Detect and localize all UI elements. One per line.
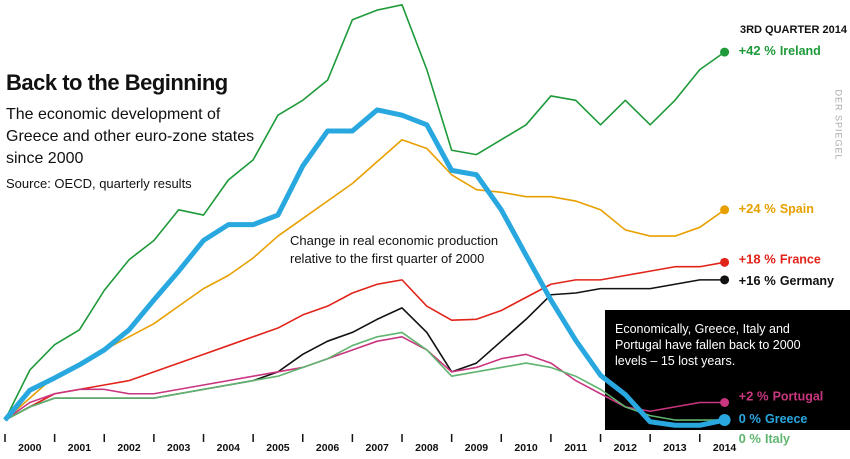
series-line: [4, 261, 725, 421]
series-label: +2 % Portugal: [739, 389, 824, 404]
x-tick-label: 2013: [663, 442, 687, 454]
legend-entry: Portugal: [773, 390, 824, 404]
end-value-label: +18 %: [739, 252, 777, 267]
end-point: [720, 257, 730, 267]
legend-entry: Ireland: [780, 44, 821, 58]
source: Source: OECD, quarterly results: [6, 176, 192, 191]
end-point: [720, 205, 730, 215]
end-point: [720, 275, 730, 285]
legend-entry: Germany: [780, 274, 834, 288]
x-tick-label: 2001: [68, 442, 92, 454]
x-tick-label: 2014: [713, 442, 737, 454]
end-value-label: +42 %: [739, 44, 777, 59]
end-value-label: +16 %: [739, 273, 777, 288]
x-tick-label: 2000: [18, 442, 42, 454]
annotation-box: [284, 228, 506, 272]
date-label: 3RD QUARTER 2014: [740, 24, 848, 36]
x-tick-label: 2004: [217, 442, 241, 454]
series-line: [3, 107, 726, 428]
x-tick-label: 2012: [614, 442, 638, 454]
x-tick-label: 2006: [316, 442, 340, 454]
annotation: Change in real economic production relati…: [290, 233, 498, 266]
end-value-label: +2 %: [739, 389, 769, 404]
series-label: +16 % Germany: [739, 273, 834, 288]
chart-title: Back to the Beginning: [6, 70, 228, 95]
chart-subtitle: The economic development of Greece and o…: [6, 106, 255, 167]
end-point: [720, 398, 730, 408]
x-tick-label: 2009: [465, 442, 489, 454]
series-line: [4, 336, 725, 421]
end-point: [718, 414, 731, 427]
end-value-label: 0 %: [739, 431, 762, 446]
x-tick-label: 2005: [266, 442, 290, 454]
end-value-label: +24 %: [739, 201, 777, 216]
x-tick-label: 2003: [167, 442, 191, 454]
series-label: 0 % Italy: [739, 431, 790, 446]
series-line: [4, 138, 726, 421]
series-label: +42 % Ireland: [739, 44, 821, 59]
series-line: [4, 331, 725, 421]
x-tick-label: 2011: [564, 442, 587, 454]
callout: Economically, Greece, Italy and Portugal …: [615, 322, 801, 368]
end-point: [720, 47, 730, 57]
x-tick-label: 2002: [117, 442, 141, 454]
series-label: +24 % Spain: [739, 201, 814, 216]
series-line: [4, 4, 726, 421]
legend-entry: France: [780, 253, 821, 267]
legend-entry: Spain: [780, 202, 814, 216]
x-tick-label: 2007: [366, 442, 390, 454]
end-value-label: 0 %: [739, 411, 762, 426]
x-tick-label: 2010: [514, 442, 538, 454]
series-label: 0 % Greece: [739, 411, 808, 426]
series-label: +18 % France: [739, 252, 821, 267]
watermark: DER SPIEGEL: [834, 89, 844, 160]
legend-entry: Italy: [765, 432, 790, 446]
x-tick-label: 2008: [415, 442, 439, 454]
legend-entry: Greece: [765, 412, 807, 426]
